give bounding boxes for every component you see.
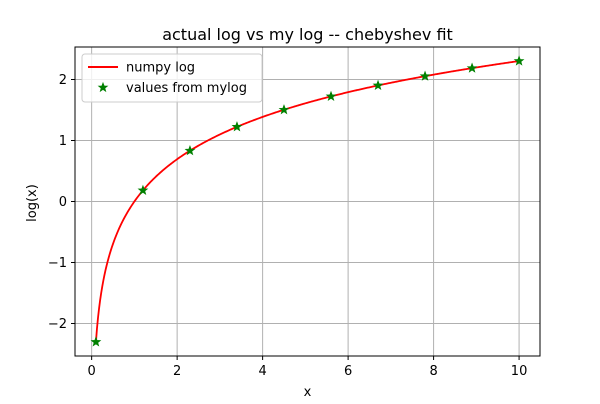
mylog-star-point <box>137 184 149 195</box>
chart-title: actual log vs my log -- chebyshev fit <box>162 25 453 44</box>
mylog-star-point <box>90 336 102 347</box>
mylog-star-point <box>419 70 431 81</box>
x-tick-label: 4 <box>258 364 266 379</box>
x-tick-label: 10 <box>511 364 528 379</box>
y-tick-label: −2 <box>48 317 67 332</box>
mylog-star-point <box>278 104 290 115</box>
legend-label-numpy-log: numpy log <box>126 61 195 76</box>
y-axis-label: log(x) <box>25 184 40 222</box>
x-axis-label: x <box>304 385 312 400</box>
mylog-star-point <box>372 79 384 91</box>
x-tick-label: 8 <box>429 364 437 379</box>
x-tick-label: 0 <box>88 364 96 379</box>
x-tick-label: 6 <box>344 364 352 379</box>
y-tick-label: 2 <box>59 73 67 88</box>
legend-label-values-from-mylog: values from mylog <box>126 81 247 96</box>
y-tick-label: −1 <box>48 256 67 271</box>
series-layer <box>90 55 525 347</box>
ticks-layer: 0 2 4 6 8 10 −2 −1 0 1 2 <box>48 73 528 379</box>
series-line-numpy-log <box>95 60 520 343</box>
legend-star-swatch <box>97 81 109 93</box>
legend-box <box>81 53 263 103</box>
x-tick-label: 2 <box>173 364 181 379</box>
mylog-star-point <box>513 55 525 66</box>
y-tick-label: 1 <box>59 134 67 149</box>
mylog-star-point <box>325 90 337 101</box>
mylog-star-point <box>184 145 196 156</box>
y-tick-label: 0 <box>59 195 67 210</box>
mylog-star-point <box>466 62 478 73</box>
legend: numpy log values from mylog <box>81 53 263 103</box>
mylog-star-point <box>231 121 243 132</box>
